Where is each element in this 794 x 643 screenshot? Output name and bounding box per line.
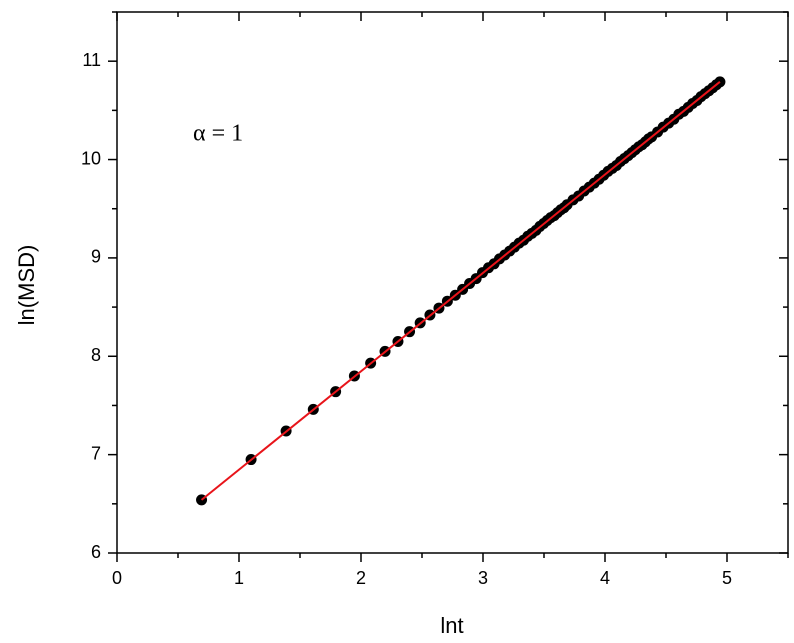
annotation: α = 1 bbox=[193, 121, 243, 147]
y-tick-label: 11 bbox=[82, 50, 101, 70]
x-axis-title: lnt bbox=[440, 613, 463, 638]
x-tick-label: 0 bbox=[112, 568, 122, 588]
y-axis-title: ln(MSD) bbox=[14, 245, 39, 326]
x-tick-label: 2 bbox=[356, 568, 366, 588]
x-tick-label: 3 bbox=[478, 568, 488, 588]
x-tick-label: 4 bbox=[600, 568, 610, 588]
x-tick-label: 1 bbox=[234, 568, 244, 588]
y-tick-label: 10 bbox=[81, 148, 101, 168]
y-tick-label: 6 bbox=[91, 542, 101, 562]
y-tick-label: 8 bbox=[91, 345, 101, 365]
x-tick-label: 5 bbox=[722, 568, 732, 588]
fit-line bbox=[200, 81, 721, 501]
plot-frame bbox=[116, 11, 789, 554]
y-tick-label: 9 bbox=[91, 247, 101, 267]
y-tick-label: 7 bbox=[91, 443, 101, 463]
